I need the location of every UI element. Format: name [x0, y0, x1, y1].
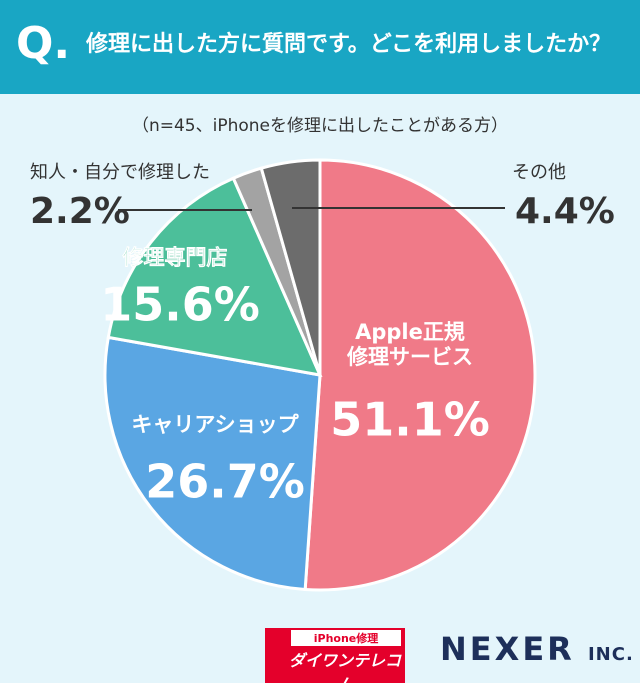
company-logo: NEXER INC. — [440, 630, 634, 668]
slice-label: その他 — [512, 162, 566, 183]
slice-label: 知人・自分で修理した — [30, 162, 210, 183]
sponsor-name: ダイワンテレコム — [288, 651, 401, 683]
chart-subtitle: （n=45、iPhoneを修理に出したことがある方） — [131, 116, 509, 136]
slice-label: Apple正規 修理サービス — [347, 319, 473, 369]
value-label: 26.7% — [145, 454, 305, 509]
value-label: 51.1% — [330, 392, 490, 447]
pie-slice — [259, 158, 322, 376]
header-band — [0, 0, 640, 94]
badge: Q. — [16, 18, 71, 69]
pie-slice — [103, 335, 322, 592]
chart-title: 修理に出した方に質問です。どこを利用しましたか？ — [86, 32, 612, 57]
sponsor-logo: iPhone修理 ダイワンテレコム — [265, 628, 405, 683]
slice-label: キャリアショップ — [131, 412, 299, 437]
sponsor-top: iPhone修理 — [291, 630, 401, 646]
value-label: 15.6% — [100, 277, 260, 332]
value-label: 2.2% — [30, 191, 130, 232]
pie-slice — [303, 158, 537, 592]
pie-slice — [106, 176, 323, 377]
company-suffix: INC. — [587, 644, 634, 665]
value-label: 4.4% — [515, 191, 615, 232]
slice-label: 修理専門店 — [122, 245, 228, 270]
company-name: NEXER — [440, 630, 575, 668]
